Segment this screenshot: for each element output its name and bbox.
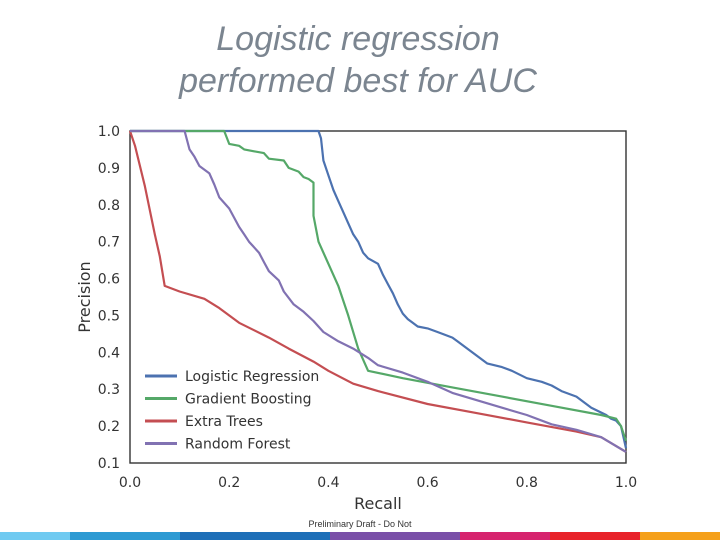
y-tick-label: 0.2 — [98, 419, 120, 435]
x-axis-label: Recall — [354, 494, 402, 513]
color-strip-segment — [550, 532, 640, 540]
color-strip-segment — [460, 532, 550, 540]
y-tick-label: 0.8 — [98, 198, 120, 214]
y-tick-label: 0.6 — [98, 272, 120, 288]
series-line-gradient-boosting — [130, 129, 628, 442]
brand-color-strip — [0, 532, 720, 540]
y-tick-label: 0.3 — [98, 382, 120, 398]
series-line-random-forest — [130, 129, 627, 453]
series-line-logistic-regression — [130, 129, 628, 449]
slide-title-line-1: Logistic regression — [216, 20, 500, 58]
y-tick-label: 0.5 — [98, 308, 120, 324]
series-line-extra-trees — [128, 130, 627, 453]
x-tick-label: 0.4 — [317, 475, 339, 491]
legend-entry: Random Forest — [185, 437, 291, 453]
y-tick-label: 1.0 — [98, 124, 120, 140]
color-strip-segment — [640, 532, 720, 540]
x-tick-label: 0.0 — [119, 475, 141, 491]
y-tick-label: 0.7 — [98, 235, 120, 251]
y-tick-label: 0.1 — [98, 456, 120, 472]
color-strip-segment — [330, 532, 460, 540]
x-tick-label: 0.6 — [416, 475, 438, 491]
color-strip-segment — [180, 532, 330, 540]
footer-text: Preliminary Draft - Do Not — [308, 519, 412, 529]
x-tick-label: 0.2 — [218, 475, 240, 491]
slide-title: Logistic regression performed best for A… — [0, 18, 716, 102]
y-tick-label: 0.4 — [98, 345, 120, 361]
legend-entry: Gradient Boosting — [185, 392, 312, 408]
legend-entry: Logistic Regression — [185, 369, 319, 385]
plot-area-frame — [129, 130, 627, 464]
y-tick-label: 0.9 — [98, 161, 120, 177]
slide-title-line-2: performed best for AUC — [179, 62, 537, 100]
y-axis-label: Precision — [75, 261, 94, 332]
color-strip-segment — [70, 532, 180, 540]
x-tick-label: 1.0 — [615, 475, 637, 491]
color-strip-segment — [0, 532, 70, 540]
x-tick-label: 0.8 — [516, 475, 538, 491]
legend-entry: Extra Trees — [185, 414, 263, 430]
